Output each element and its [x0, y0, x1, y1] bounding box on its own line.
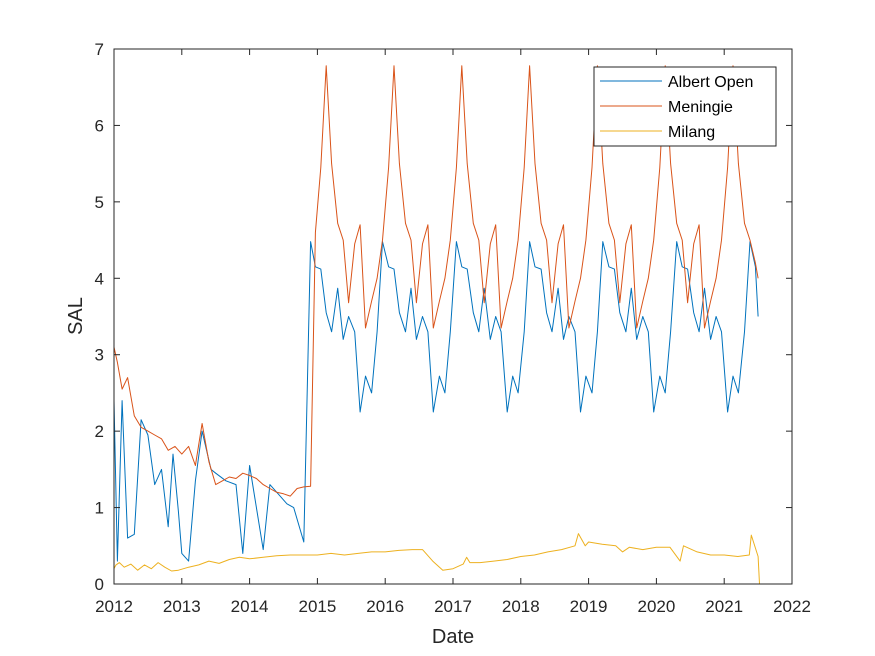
legend-label-albert-open: Albert Open — [668, 74, 753, 91]
x-tick-label: 2021 — [705, 597, 743, 616]
x-tick-label: 2016 — [366, 597, 404, 616]
legend: Albert Open Meningie Milang — [593, 66, 777, 147]
y-tick-label: 7 — [95, 40, 104, 59]
x-tick-label: 2022 — [773, 597, 811, 616]
series-line-milang — [113, 533, 760, 585]
y-tick-label: 2 — [95, 422, 104, 441]
y-tick-label: 1 — [95, 499, 104, 518]
x-tick-label: 2017 — [434, 597, 472, 616]
axes-layer: 2012 2013 2014 2015 2016 2017 2018 2019 2020 2021… — [95, 40, 811, 616]
y-tick-label: 5 — [95, 193, 104, 212]
x-tick-label: 2020 — [637, 597, 675, 616]
x-tick-label: 2019 — [570, 597, 608, 616]
y-tick-label: 4 — [95, 269, 104, 288]
y-tick-label: 6 — [95, 116, 104, 135]
x-tick-label: 2015 — [298, 597, 336, 616]
series-line-albert-open — [113, 241, 759, 562]
y-axis-title: SAL — [65, 297, 87, 335]
x-tick-label: 2018 — [502, 597, 540, 616]
series-layer — [113, 65, 760, 585]
y-tick-label: 3 — [95, 346, 104, 365]
x-tick-label: 2013 — [163, 597, 201, 616]
series-line-meningie — [113, 65, 759, 497]
x-axis-title: Date — [432, 626, 474, 648]
legend-label-milang: Milang — [668, 124, 715, 141]
x-tick-label: 2014 — [231, 597, 269, 616]
x-tick-label: 2012 — [95, 597, 133, 616]
legend-label-meningie: Meningie — [668, 99, 733, 116]
y-tick-label: 0 — [95, 575, 104, 594]
